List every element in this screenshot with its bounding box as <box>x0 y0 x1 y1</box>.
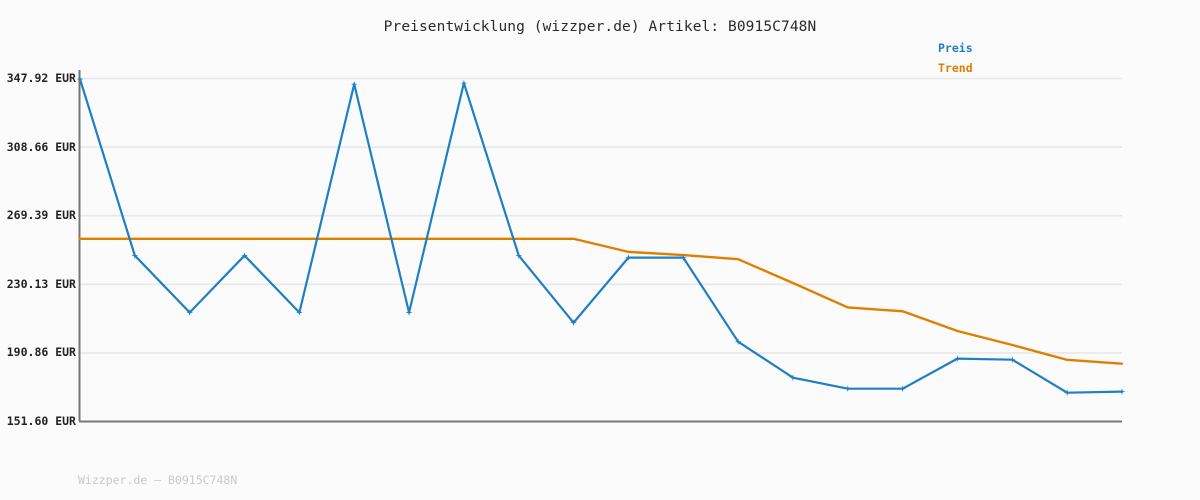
data-point-marker <box>899 385 907 393</box>
data-point-marker <box>844 385 852 393</box>
chart-legend: Preis Trend <box>938 38 973 78</box>
data-point-marker <box>1118 388 1126 396</box>
y-tick-label: 308.66 EUR <box>6 139 76 154</box>
data-point-marker <box>405 309 413 316</box>
y-tick-label: 190.86 EUR <box>6 345 76 360</box>
y-tick-label: 269.39 EUR <box>6 208 76 223</box>
data-point-marker <box>76 75 84 83</box>
data-point-marker <box>1063 389 1071 397</box>
y-axis-tick-labels: 347.92 EUR 308.66 EUR 269.39 EUR 230.13 … <box>0 0 78 500</box>
watermark-label: Wizzper.de — B0915C748N <box>78 473 238 487</box>
y-tick-label: 230.13 EUR <box>6 276 76 291</box>
preis-series-line <box>78 77 1124 394</box>
preis-series-markers <box>76 75 1126 397</box>
data-point-marker <box>954 355 961 363</box>
data-point-marker <box>460 79 468 87</box>
y-tick-label: 151.60 EUR <box>6 414 76 428</box>
data-point-marker <box>734 338 742 346</box>
trend-series-line <box>78 237 1124 365</box>
data-point-marker <box>241 252 248 259</box>
data-point-marker <box>789 374 797 382</box>
legend-item-preis[interactable]: Preis <box>938 41 973 55</box>
legend-item-trend[interactable]: Trend <box>938 61 973 75</box>
y-tick-label: 347.92 EUR <box>6 71 76 85</box>
data-point-marker <box>570 319 577 327</box>
data-point-marker <box>679 254 687 262</box>
data-point-marker <box>295 309 303 316</box>
gridlines <box>80 77 1122 423</box>
chart-title: Preisentwicklung (wizzper.de) Artikel: B… <box>383 19 817 35</box>
data-point-marker <box>350 80 358 88</box>
data-point-marker <box>515 252 523 259</box>
data-point-marker <box>186 309 194 316</box>
data-point-marker <box>131 252 139 259</box>
data-point-marker <box>1008 356 1016 364</box>
data-point-marker <box>625 254 632 262</box>
